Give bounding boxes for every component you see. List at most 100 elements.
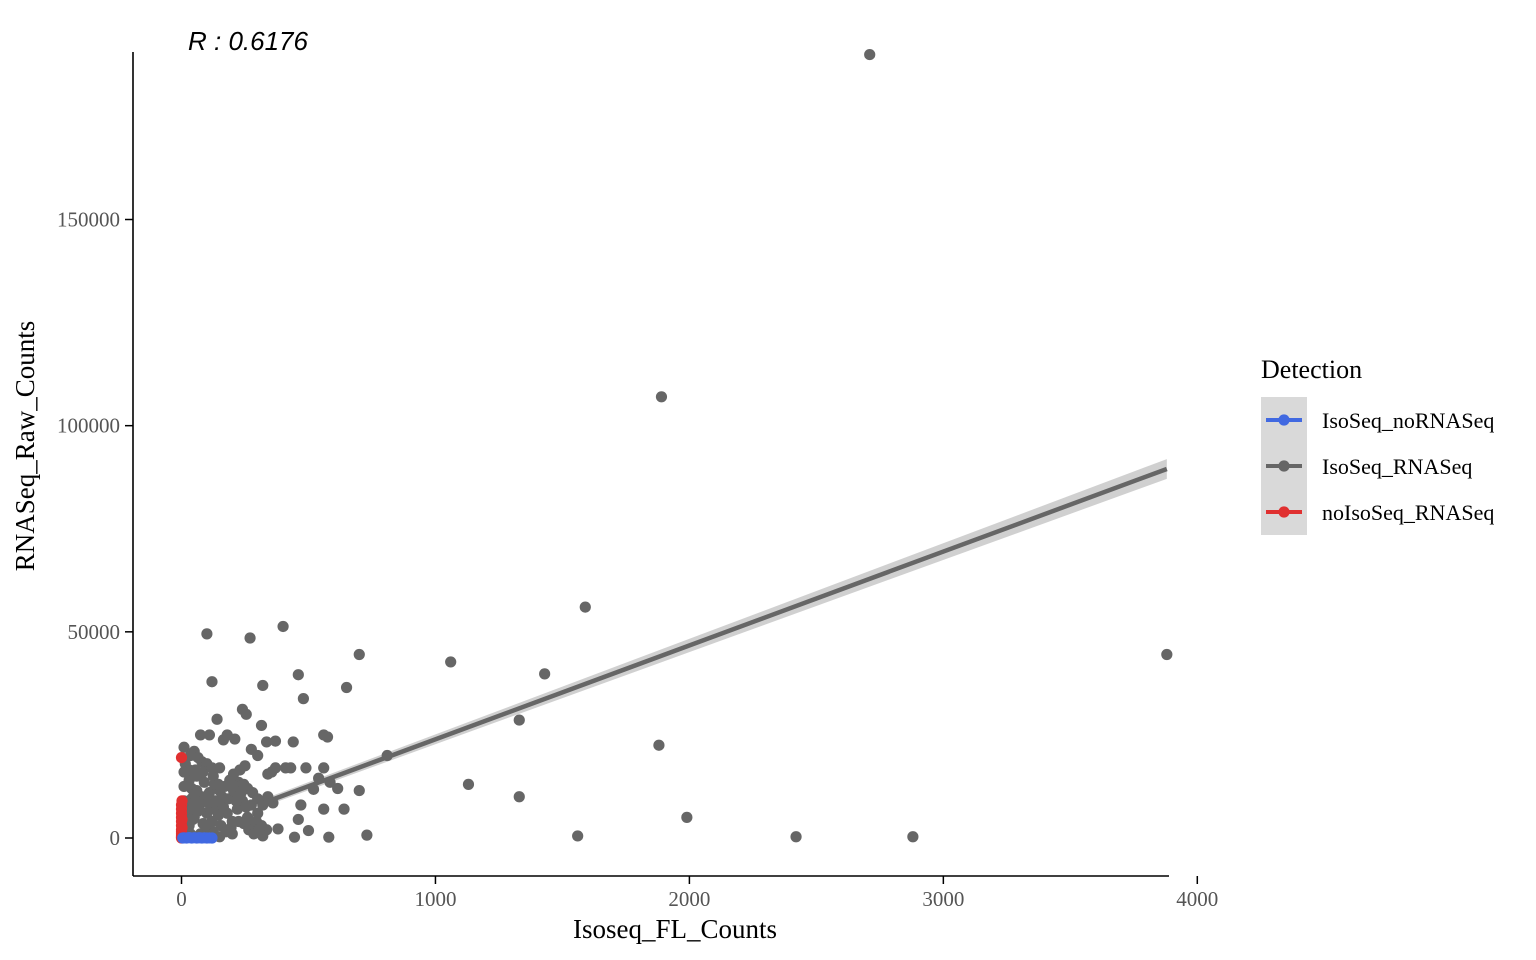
data-point (653, 739, 665, 751)
data-point (178, 741, 190, 753)
axes: 0 1000 2000 3000 4000 0 50000 100000 150000 (57, 52, 1218, 911)
data-point (188, 789, 200, 801)
x-tick-label: 0 (176, 887, 187, 911)
legend-entry: IsoSeq_noRNASeq (1266, 408, 1494, 433)
points-layer (175, 48, 1173, 844)
data-point (253, 824, 265, 836)
correlation-annotation: R : 0.6176 (188, 26, 309, 56)
data-point (340, 681, 353, 694)
x-tick-label: 3000 (922, 887, 964, 911)
x-tick-label: 1000 (414, 887, 456, 911)
data-point (302, 824, 315, 837)
data-point (231, 803, 243, 815)
data-point (269, 735, 282, 747)
data-point (272, 823, 284, 835)
data-point (176, 813, 188, 826)
data-point (187, 803, 199, 815)
data-point (206, 762, 218, 774)
data-point (277, 620, 289, 633)
legend: Detection IsoSeq_noRNASeq IsoSeq_RNASeqno… (1261, 355, 1494, 535)
data-point (238, 778, 250, 790)
data-point (318, 803, 330, 815)
data-point (252, 807, 264, 819)
data-point (295, 799, 307, 811)
data-point (206, 676, 218, 688)
data-point (255, 719, 268, 732)
data-point (211, 713, 223, 725)
data-point (217, 801, 230, 813)
data-point (257, 679, 269, 692)
x-axis-label: Isoseq_FL_Counts (573, 914, 777, 944)
legend-key-point (1278, 460, 1290, 472)
data-point (192, 751, 204, 764)
data-point (321, 731, 334, 743)
data-point (790, 831, 802, 843)
data-point (288, 831, 301, 843)
x-axis-ticks: 0 1000 2000 3000 4000 (176, 876, 1218, 911)
data-point (300, 762, 312, 774)
data-point (203, 729, 216, 741)
data-point (176, 795, 188, 807)
data-point (513, 714, 525, 726)
y-axis-label: RNASeq_Raw_Counts (10, 321, 40, 572)
data-point (297, 693, 309, 705)
data-point (217, 734, 230, 746)
legend-entries: IsoSeq_noRNASeq IsoSeq_RNASeq noIsoSeq_RNA… (1266, 408, 1494, 525)
data-point (572, 830, 584, 842)
data-point (445, 656, 457, 668)
y-tick-label: 100000 (57, 414, 120, 438)
data-point (907, 831, 919, 843)
data-point (245, 799, 257, 811)
data-point (244, 632, 256, 644)
data-point (332, 782, 344, 795)
legend-entry: IsoSeq_RNASeq (1266, 454, 1472, 479)
data-point (207, 770, 219, 782)
data-point (579, 601, 591, 613)
legend-entry-label: IsoSeq_noRNASeq (1322, 408, 1494, 433)
legend-entry: noIsoSeq_RNASeq (1266, 500, 1494, 525)
data-point (240, 708, 252, 720)
data-point (323, 831, 335, 843)
data-point (462, 778, 475, 790)
data-point (266, 766, 278, 778)
data-point (539, 668, 551, 680)
x-tick-label: 2000 (668, 887, 710, 911)
data-point (287, 736, 299, 748)
y-tick-label: 0 (110, 826, 121, 850)
regression-line (256, 466, 1168, 808)
data-point (292, 813, 304, 826)
series-IsoSeq_RNASeq (178, 48, 1173, 843)
data-point (353, 784, 365, 797)
data-point (200, 820, 212, 832)
legend-entry-label: IsoSeq_RNASeq (1322, 454, 1472, 479)
legend-key-point (1278, 414, 1290, 426)
y-tick-label: 150000 (57, 208, 120, 232)
legend-entry-label: noIsoSeq_RNASeq (1322, 500, 1494, 525)
data-point (513, 791, 525, 803)
data-point (318, 762, 330, 774)
y-axis-ticks: 0 50000 100000 150000 (57, 208, 133, 850)
data-point (194, 729, 207, 741)
data-point (338, 803, 350, 815)
data-point (260, 736, 273, 748)
data-point (292, 669, 304, 681)
data-point (239, 760, 251, 772)
data-point (212, 778, 224, 790)
data-point (197, 766, 209, 778)
data-point (353, 648, 365, 661)
data-point (178, 780, 190, 793)
data-point (864, 48, 876, 61)
regression-line-layer (181, 466, 1168, 840)
data-point (285, 762, 297, 774)
x-tick-label: 4000 (1176, 887, 1218, 911)
y-tick-label: 50000 (68, 620, 121, 644)
data-point (178, 766, 190, 778)
data-point (198, 776, 210, 788)
legend-title: Detection (1261, 355, 1362, 384)
data-point (212, 809, 224, 821)
data-point (176, 822, 188, 834)
data-point (229, 733, 241, 745)
data-point (201, 628, 213, 640)
legend-key-point (1278, 506, 1290, 518)
